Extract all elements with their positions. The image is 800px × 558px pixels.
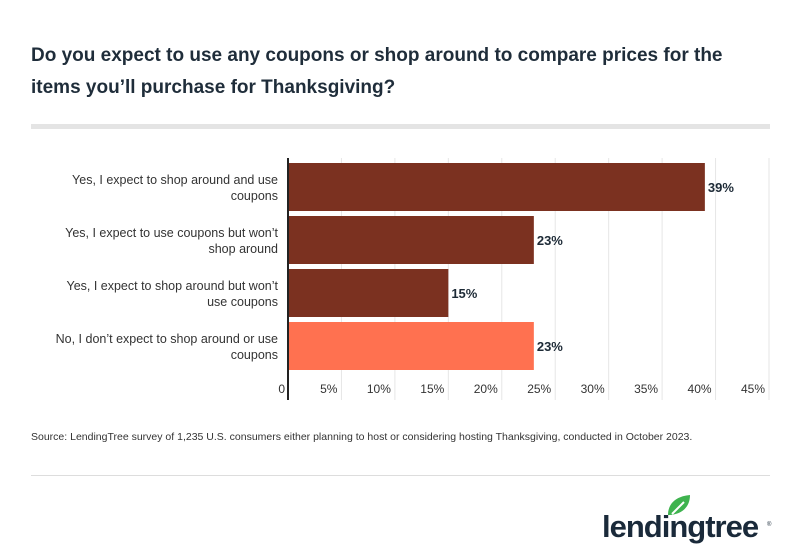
bar [288, 216, 534, 264]
bar [288, 163, 705, 211]
x-tick-label: 15% [420, 382, 444, 396]
category-label: Yes, I expect to shop around and use [72, 173, 278, 187]
x-tick-label: 20% [474, 382, 498, 396]
x-tick-label: 10% [367, 382, 391, 396]
lendingtree-logo: lendingtree ® [602, 495, 772, 544]
source-note: Source: LendingTree survey of 1,235 U.S.… [31, 431, 693, 443]
category-label: coupons [231, 348, 278, 362]
svg-text:®: ® [767, 521, 772, 528]
footer-divider [31, 475, 770, 476]
data-label: 39% [708, 180, 734, 195]
x-tick-label: 0 [278, 382, 285, 396]
category-label: Yes, I expect to use coupons but won’t [65, 226, 278, 240]
data-label: 15% [451, 286, 477, 301]
x-tick-label: 40% [688, 382, 712, 396]
bar-chart: 0 5% 10% 15% 20% 25% 30% 35% 40% 45% 39% Yes, I exp… [56, 158, 770, 400]
data-label: 23% [537, 233, 563, 248]
data-label: 23% [537, 339, 563, 354]
bar [288, 322, 534, 370]
category-label: coupons [231, 189, 278, 203]
x-tick-label: 5% [320, 382, 338, 396]
svg-text:lendingtree: lendingtree [602, 509, 759, 544]
category-label: use coupons [207, 295, 278, 309]
bar [288, 269, 449, 317]
x-tick-label: 25% [527, 382, 551, 396]
x-tick-label: 30% [581, 382, 605, 396]
title-divider [31, 124, 770, 129]
x-tick-label: 35% [634, 382, 658, 396]
category-label: shop around [208, 242, 278, 256]
x-tick-label: 45% [741, 382, 765, 396]
category-label: Yes, I expect to shop around but won’t [67, 279, 279, 293]
chart-title: Do you expect to use any coupons or shop… [31, 45, 723, 98]
leaf-icon [668, 495, 690, 515]
category-label: No, I don’t expect to shop around or use [56, 332, 278, 346]
